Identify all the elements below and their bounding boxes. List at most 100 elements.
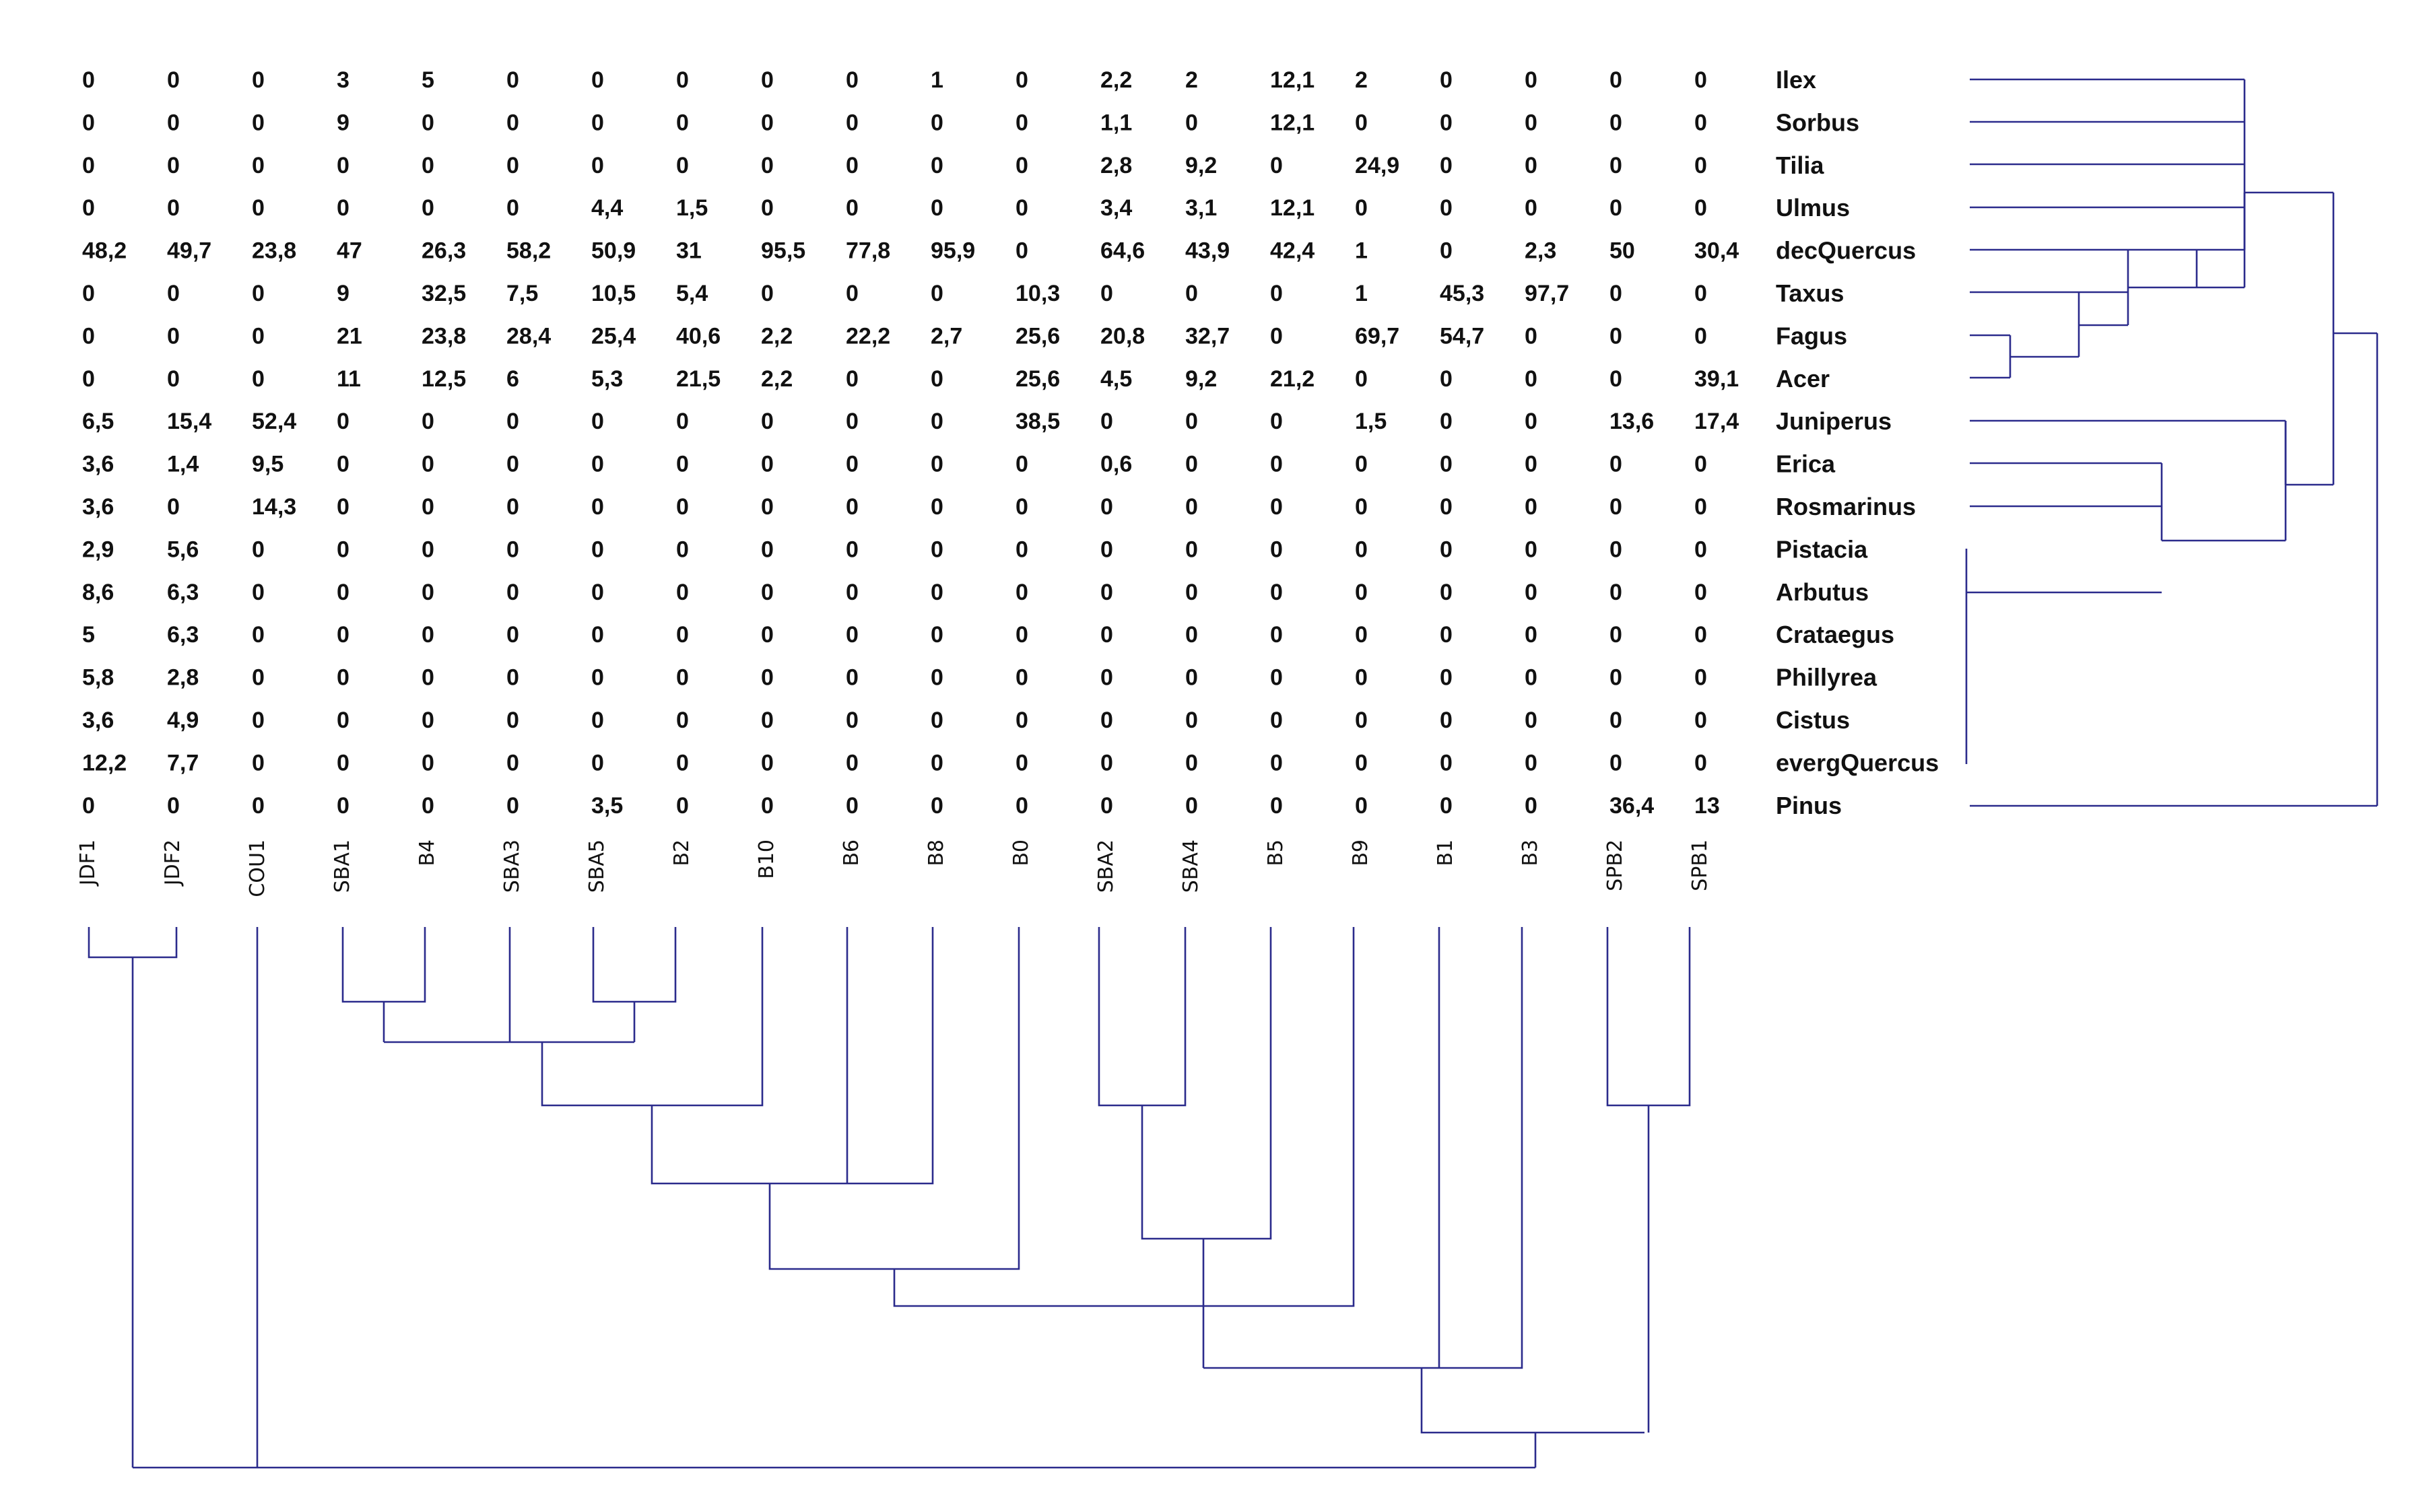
sample-branch-sba2-sba4 [1098,927,1272,1240]
matrix-cell: 0 [422,537,434,562]
matrix-cell: 0 [591,110,604,135]
matrix-cell: 0 [1525,323,1537,349]
matrix-cell: 6,3 [167,622,199,648]
matrix-cell: 0 [761,67,774,93]
sample-branch-sba1-b4 [341,927,426,1042]
matrix-cell: 5,3 [591,366,623,392]
matrix-cell: 0 [1185,665,1198,691]
matrix-cell: 0 [82,195,95,221]
matrix-cell: 0 [1609,537,1622,562]
sample-branch-b1-b3 [1420,927,1644,1434]
taxon-label: Cistus [1776,706,1850,734]
taxon-label: Crataegus [1776,621,1894,648]
matrix-cell: 0 [82,323,95,349]
matrix-cell: 0 [1440,708,1453,733]
matrix-cell: 23,8 [252,238,296,264]
matrix-cell: 52,4 [252,409,296,434]
matrix-cell: 2 [1355,67,1368,93]
matrix-cell: 0 [1016,750,1028,776]
sample-label: B8 [925,839,948,866]
matrix-cell: 0 [846,665,859,691]
matrix-cell: 0 [1270,665,1283,691]
matrix-cell: 0 [761,452,774,477]
matrix-cell: 0 [1016,238,1028,264]
matrix-cell: 0 [167,153,180,178]
taxa-branch-taxus [1970,250,2129,358]
matrix-cell: 0 [1185,580,1198,605]
matrix-cell: 0 [167,793,180,819]
matrix-cell: 0 [1440,750,1453,776]
matrix-cell: 0 [1355,793,1368,819]
matrix-cell: 0 [1525,67,1537,93]
taxon-label: Taxus [1776,279,1844,307]
sample-label: B2 [670,839,694,866]
matrix-cell: 0 [931,110,943,135]
sample-label: B0 [1009,839,1033,866]
matrix-cell: 0 [252,67,265,93]
matrix-cell: 69,7 [1355,323,1399,349]
matrix-cell: 0 [1185,708,1198,733]
matrix-cell: 0 [591,67,604,93]
sample-label: B6 [840,839,863,866]
matrix-cell: 0 [761,708,774,733]
matrix-cell: 0 [591,537,604,562]
matrix-cell: 0 [1694,281,1707,306]
matrix-cell: 0 [1440,409,1453,434]
matrix-cell: 1 [1355,238,1368,264]
matrix-cell: 0 [252,281,265,306]
sample-label: B3 [1519,839,1542,866]
matrix-cell: 0 [1609,281,1622,306]
matrix-cell: 0 [252,665,265,691]
matrix-cell: 10,5 [591,281,636,306]
matrix-cell: 0 [1525,494,1537,520]
sample-label: B1 [1434,839,1457,866]
matrix-cell: 0 [422,665,434,691]
matrix-cell: 0 [82,366,95,392]
matrix-cell: 1,1 [1100,110,1132,135]
matrix-cell: 0 [506,665,519,691]
matrix-cell: 0 [252,793,265,819]
matrix-cell: 0 [931,793,943,819]
sample-branch-b9 [893,927,1355,1307]
matrix-cell: 0 [1355,366,1368,392]
matrix-cell: 0 [506,708,519,733]
matrix-cell: 50 [1609,238,1635,264]
matrix-cell: 2,8 [1100,153,1132,178]
matrix-cell: 22,2 [846,323,890,349]
matrix-cell: 0 [676,793,689,819]
matrix-cell: 0 [337,665,350,691]
matrix-cell: 9,5 [252,452,284,477]
matrix-cell: 1 [931,67,943,93]
matrix-cell: 49,7 [167,238,211,264]
matrix-cell: 0 [1355,708,1368,733]
matrix-cell: 0 [1185,110,1198,135]
sample-label: SBA5 [585,839,609,893]
matrix-cell: 0 [931,622,943,648]
matrix-cell: 0 [591,452,604,477]
taxon-label: Rosmarinus [1776,493,1916,520]
matrix-cell: 0 [82,110,95,135]
matrix-cell: 1,4 [167,452,199,477]
taxon-label: Pinus [1776,792,1842,819]
matrix-cell: 0 [167,67,180,93]
matrix-cell: 0 [1609,665,1622,691]
matrix-cell: 0 [1694,665,1707,691]
matrix-cell: 0 [761,281,774,306]
matrix-cell: 0 [506,750,519,776]
matrix-cell: 24,9 [1355,153,1399,178]
matrix-cell: 0 [1100,665,1113,691]
matrix-cell: 0 [846,110,859,135]
matrix-cell: 25,6 [1016,366,1060,392]
matrix-cell: 20,8 [1100,323,1145,349]
taxon-label: Juniperus [1776,407,1892,435]
matrix-cell: 0 [1185,750,1198,776]
matrix-cell: 0 [1694,622,1707,648]
matrix-cell: 30,4 [1694,238,1739,264]
matrix-cell: 5 [82,622,95,648]
matrix-cell: 0 [1185,622,1198,648]
matrix-cell: 3 [337,67,350,93]
matrix-cell: 9,2 [1185,366,1217,392]
matrix-cell: 12,5 [422,366,466,392]
sample-label: B4 [415,839,439,866]
matrix-cell: 0 [337,622,350,648]
